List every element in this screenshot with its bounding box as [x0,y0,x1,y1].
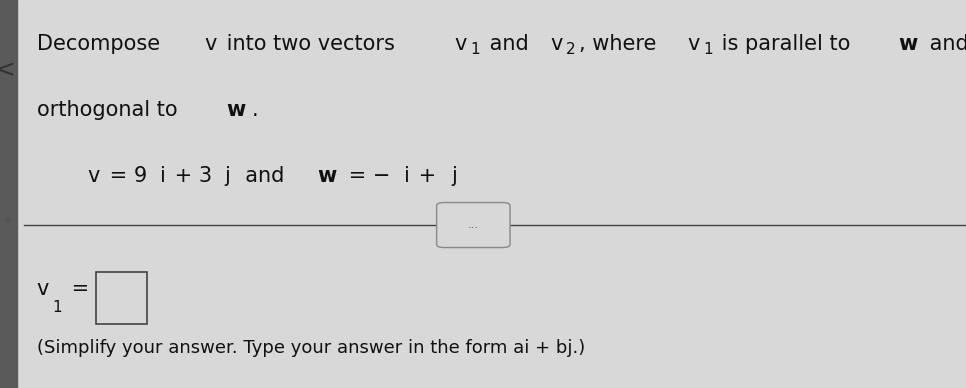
Text: v: v [204,35,216,54]
Text: is parallel to: is parallel to [716,35,858,54]
Text: = −: = − [342,166,390,186]
Text: w: w [227,100,246,120]
Text: v: v [454,35,467,54]
Text: into two vectors: into two vectors [220,35,402,54]
Text: j: j [224,166,231,186]
Text: v: v [37,279,49,299]
Text: 1: 1 [703,42,713,57]
Text: i: i [404,166,410,186]
Text: 1: 1 [470,42,480,57]
Text: v: v [687,35,699,54]
Text: ...: ... [468,220,479,230]
Text: .: . [251,100,258,120]
Text: +: + [412,166,442,186]
Text: , where: , where [579,35,663,54]
FancyBboxPatch shape [437,203,510,248]
Text: (Simplify your answer. Type your answer in the form ai + bj.): (Simplify your answer. Type your answer … [37,339,585,357]
Text: <: < [0,58,15,82]
Text: 2: 2 [566,42,576,57]
Text: and: and [923,35,966,54]
Text: and: and [232,166,298,186]
Bar [97,272,147,324]
Text: w: w [317,166,336,186]
Text: v: v [551,35,562,54]
Text: =: = [65,279,89,299]
Text: j: j [451,166,457,186]
Text: + 3: + 3 [167,166,212,186]
Text: w: w [898,35,918,54]
Text: i: i [160,166,166,186]
Text: 1: 1 [53,300,62,315]
Text: and: and [483,35,535,54]
Bar [0,0,17,388]
Text: Decompose: Decompose [37,35,166,54]
Text: orthogonal to: orthogonal to [37,100,184,120]
Text: v: v [87,166,99,186]
Text: = 9: = 9 [103,166,147,186]
Text: ▲: ▲ [5,212,13,222]
